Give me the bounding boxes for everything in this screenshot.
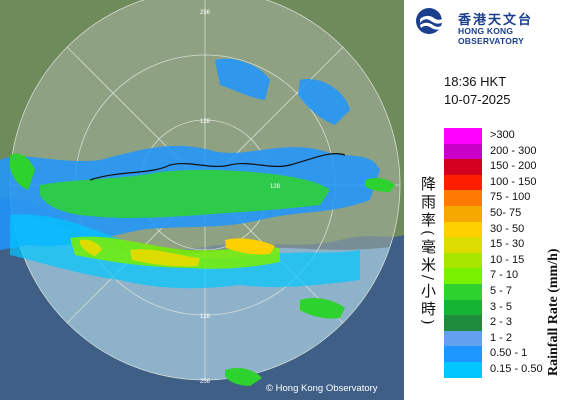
legend-label: 150 - 200	[490, 160, 537, 173]
legend-label: >300	[490, 129, 515, 141]
legend-item: 0.50 - 1	[444, 346, 574, 362]
legend-label: 50- 75	[490, 206, 522, 219]
radar-map: 256 128 256 128 128 © Hong Kong Observat…	[0, 0, 404, 400]
legend-label: 1 - 2	[490, 331, 513, 344]
observation-date: 10-07-2025	[444, 92, 511, 107]
legend-label: 7 - 10	[490, 269, 519, 282]
legend-label: 3 - 5	[490, 300, 513, 313]
legend-swatch	[444, 128, 482, 144]
legend-item: 10 - 15	[444, 252, 574, 269]
range-label: 128	[200, 314, 211, 320]
legend-item: 15 - 30	[444, 237, 574, 253]
legend-item: 5 - 7	[444, 283, 574, 300]
legend-title-en-svg: Rainfall Rate (mm/h)	[546, 248, 561, 376]
legend-item: 200 - 300	[444, 143, 574, 160]
copyright-notice: © Hong Kong Observatory	[266, 383, 378, 394]
legend-swatch	[444, 268, 482, 284]
legend-label: 2 - 3	[490, 316, 513, 329]
legend-item: 150 - 200	[444, 159, 574, 175]
legend-label: 30 - 50	[490, 222, 525, 235]
legend-label: 200 - 300	[490, 144, 537, 157]
legend-item: 100 - 150	[444, 174, 574, 191]
legend-swatch	[444, 174, 482, 191]
hko-logo: 香港天文台 HONG KONG OBSERVATORY	[414, 6, 574, 46]
legend-swatch	[444, 143, 482, 160]
org-name-en: HONG KONG OBSERVATORY	[458, 26, 524, 46]
legend-item: 30 - 50	[444, 221, 574, 238]
range-label: 128	[270, 184, 281, 190]
rainfall-legend: >300 200 - 300 150 - 200 100 - 150 75 - 100 5…	[444, 128, 574, 378]
observation-time: 18:36 HKT	[444, 74, 507, 89]
legend-title-cn: 降雨率(毫米/小時)	[419, 176, 437, 328]
legend-swatch	[444, 283, 482, 300]
legend-label: 10 - 15	[490, 253, 525, 266]
legend-swatch	[444, 330, 482, 347]
legend-swatch	[444, 346, 482, 362]
legend-item: >300	[444, 128, 574, 144]
coastline	[89, 153, 346, 181]
legend-swatch	[444, 315, 482, 331]
legend-label: 0.15 - 0.50	[490, 362, 543, 375]
rain-echoes	[0, 58, 395, 386]
legend-label: 5 - 7	[490, 284, 513, 297]
range-label: 256	[200, 379, 211, 385]
legend-swatch	[444, 361, 482, 378]
legend-swatch	[444, 252, 482, 269]
legend-item: 75 - 100	[444, 190, 574, 206]
legend-swatch	[444, 237, 482, 253]
legend-label: 0.50 - 1	[490, 347, 528, 360]
legend-item: 1 - 2	[444, 330, 574, 347]
legend-swatch	[444, 221, 482, 238]
info-panel: 香港天文台 HONG KONG OBSERVATORY 18:36 HKT 10…	[404, 0, 577, 400]
radar-map-svg: 256 128 256 128 128	[0, 0, 404, 400]
org-name-cn: 香港天文台	[458, 13, 534, 28]
legend-item: 0.15 - 0.50	[444, 361, 574, 378]
legend-swatch	[444, 205, 482, 222]
legend-label: 100 - 150	[490, 175, 537, 188]
legend-item: 50- 75	[444, 205, 574, 222]
hko-logo-icon	[416, 8, 444, 34]
legend-item: 7 - 10	[444, 268, 574, 284]
legend-item: 2 - 3	[444, 315, 574, 331]
legend-swatch	[444, 299, 482, 316]
legend-title-en: Rainfall Rate (mm/h)	[546, 248, 561, 376]
legend-item: 3 - 5	[444, 299, 574, 316]
range-label: 256	[200, 10, 211, 16]
range-label: 128	[200, 119, 211, 125]
legend-label: 15 - 30	[490, 238, 525, 251]
legend-swatch	[444, 159, 482, 175]
legend-swatch	[444, 190, 482, 206]
legend-label: 75 - 100	[490, 191, 531, 204]
